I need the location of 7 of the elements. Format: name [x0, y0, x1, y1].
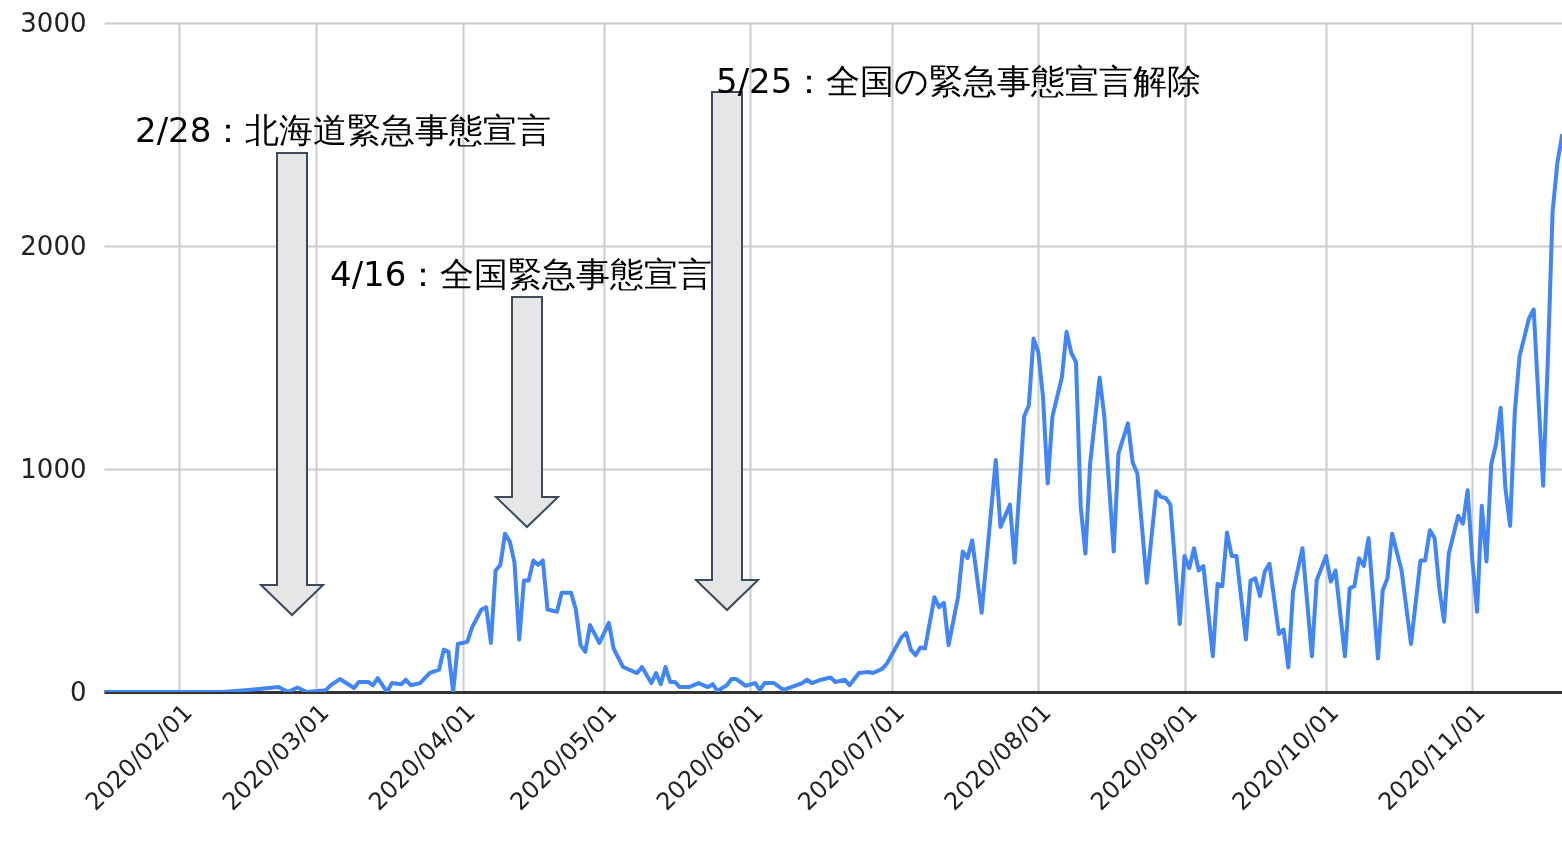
y-tick-label: 1000	[20, 453, 87, 484]
y-tick-label: 3000	[20, 7, 87, 38]
annotation: 5/25：全国の緊急事態宣言解除	[716, 61, 1202, 101]
y-tick-label: 2000	[20, 230, 87, 261]
y-tick-label: 0	[69, 676, 87, 707]
annotation: 4/16：全国緊急事態宣言	[330, 254, 713, 294]
annotation: 2/28：北海道緊急事態宣言	[135, 110, 552, 150]
